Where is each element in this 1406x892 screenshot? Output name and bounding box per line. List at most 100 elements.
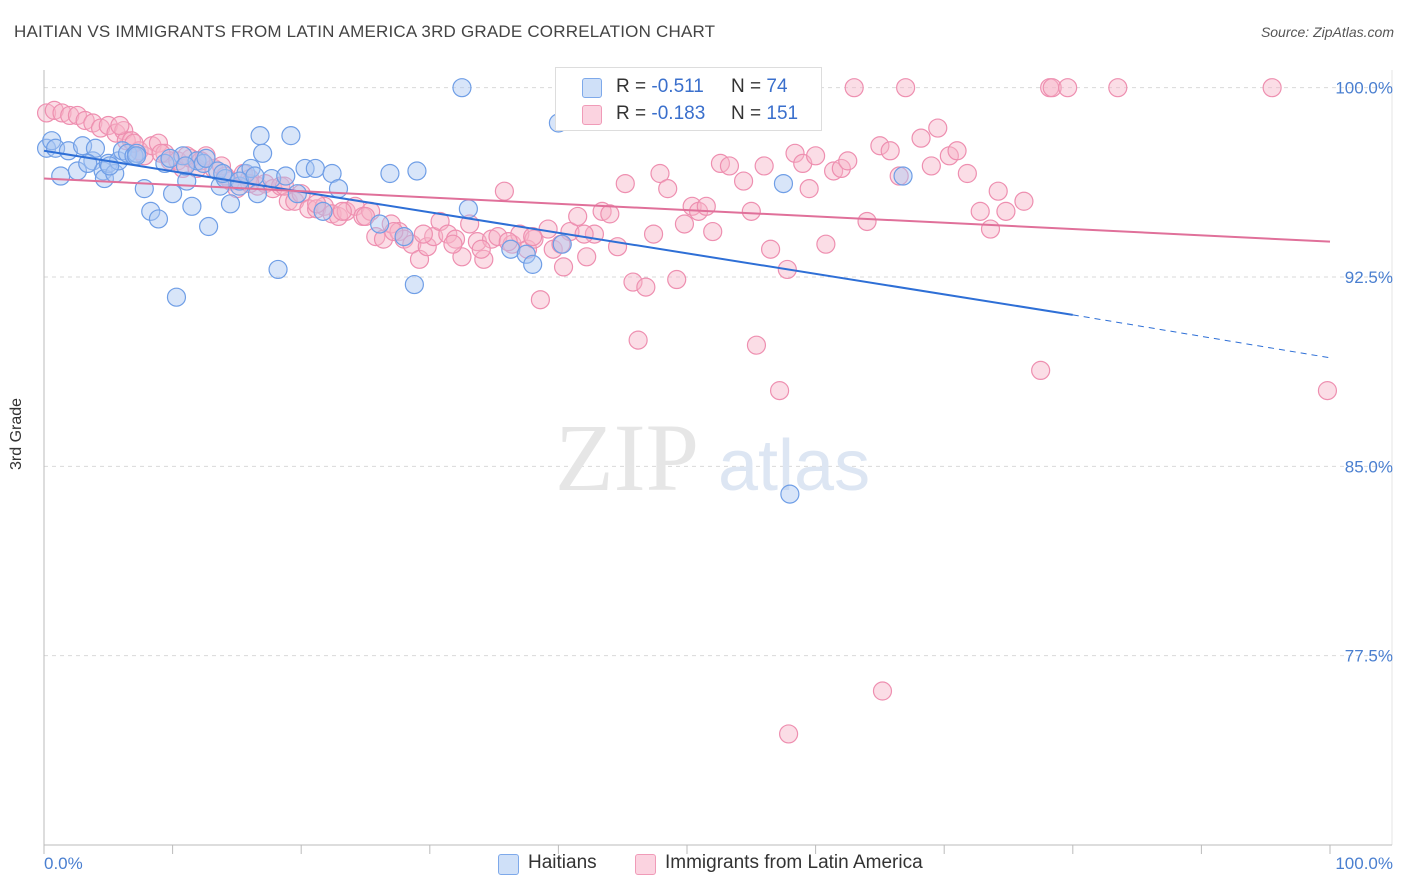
haitians-point [287, 184, 307, 204]
latin-america-point [60, 105, 80, 126]
latin-america-point [996, 201, 1016, 221]
haitians-point [208, 161, 228, 181]
latin-america-point [1042, 78, 1062, 98]
haitians-point [893, 166, 913, 186]
latin-america-point [90, 118, 111, 138]
latin-america-point [703, 221, 723, 242]
latin-america-point [498, 232, 518, 252]
legend-n: N = 74 [731, 76, 788, 97]
latin-america-point [746, 335, 767, 355]
latin-america-point [373, 229, 394, 249]
watermark: ZIP atlas [555, 404, 870, 511]
haitians-point [458, 199, 478, 219]
latin-america-point [831, 158, 851, 179]
haitians-point [175, 156, 196, 176]
haitians-point [328, 179, 349, 199]
latin-america-point [857, 211, 877, 232]
latin-america-point [636, 277, 656, 297]
legend-r-value: -0.511 [651, 76, 704, 97]
latin-america-point [471, 239, 491, 259]
haitians-point [245, 166, 265, 186]
chart-source: Source: ZipAtlas.com [1260, 24, 1394, 40]
haitians-point [394, 227, 414, 247]
latin-america-point [36, 103, 57, 123]
haitians-point [166, 287, 187, 307]
haitians-point [523, 254, 543, 274]
haitians-point [141, 201, 161, 221]
haitians-point [404, 274, 424, 295]
latin-america-point [1014, 191, 1034, 211]
latin-america-point [911, 128, 931, 148]
latin-america-point [615, 173, 635, 194]
correlation-legend: R = -0.511 N = 74 R = -0.183 N = 151 [555, 67, 822, 131]
legend-r-value: -0.183 [651, 103, 706, 124]
latin-america-point [844, 78, 864, 98]
haitians-point [452, 78, 472, 98]
legend-r: R = -0.511 [616, 76, 704, 97]
haitians-point [552, 234, 572, 254]
haitians-point [148, 209, 169, 229]
latin-america-point [921, 156, 941, 176]
latin-america-point [719, 156, 740, 176]
latin-america-trend-line [43, 177, 1331, 243]
latin-america-point [134, 146, 154, 166]
latin-america-point [75, 110, 95, 131]
x-tick-label: 100.0% [1335, 854, 1393, 873]
latin-america-point [98, 115, 118, 136]
latin-america-point [880, 141, 900, 161]
chart-title: HAITIAN VS IMMIGRANTS FROM LATIN AMERICA… [14, 22, 716, 41]
legend-r: R = -0.183 [616, 103, 706, 124]
latin-america-point [785, 143, 805, 163]
latin-america-point [628, 330, 648, 350]
y-tick-label: 77.5% [1345, 647, 1393, 666]
haitians-point [380, 163, 400, 184]
haitians-point [182, 196, 202, 216]
latin-america-point [870, 136, 890, 156]
legend-n: N = 151 [731, 103, 799, 124]
latin-america-point [417, 237, 437, 257]
haitians-point [407, 161, 427, 181]
latin-america-point [980, 219, 1001, 239]
series-legend: Haitians Immigrants from Latin America [0, 852, 1406, 878]
latin-america-point [896, 78, 916, 98]
latin-america-point [577, 247, 597, 267]
latin-america-point [741, 201, 761, 221]
latin-america-point [523, 227, 543, 247]
latin-america-point [530, 290, 550, 310]
watermark-zip: ZIP [555, 404, 699, 511]
latin-america-point [443, 234, 463, 254]
latin-america-point [1262, 78, 1282, 98]
latin-america-point [1031, 360, 1051, 381]
haitians-point [126, 146, 147, 166]
latin-america-point [957, 163, 977, 184]
legend-row-haitians: R = -0.511 N = 74 [556, 73, 821, 101]
latin-america-point [816, 234, 836, 254]
latin-america-point [1058, 78, 1078, 98]
latin-america-point [574, 224, 594, 244]
latin-america-point [658, 179, 678, 199]
haitians-point [94, 168, 115, 189]
legend-n-value: 151 [766, 103, 799, 124]
haitians-point [516, 244, 536, 264]
latin-america-point [332, 201, 352, 221]
haitians-point [51, 166, 71, 186]
legend-swatch-latin-america [582, 105, 602, 125]
haitians-trend-line [43, 149, 1073, 316]
latin-america-point [838, 151, 858, 171]
legend-swatch-haitians [582, 78, 602, 98]
latin-america-point [366, 227, 386, 247]
axes [43, 70, 1392, 854]
haitians-point [305, 158, 325, 179]
haitians-point [268, 259, 288, 280]
latin-america-point [568, 206, 588, 227]
haitians-point [112, 141, 133, 161]
latin-america-point [643, 224, 664, 244]
latin-america-point [872, 681, 893, 701]
legend-n-value: 74 [766, 76, 788, 97]
latin-america-point [805, 146, 826, 166]
latin-america-point [769, 381, 790, 401]
haitians-point [313, 201, 333, 221]
latin-america-point [600, 204, 620, 224]
haitians-trend-extension [1072, 314, 1331, 359]
